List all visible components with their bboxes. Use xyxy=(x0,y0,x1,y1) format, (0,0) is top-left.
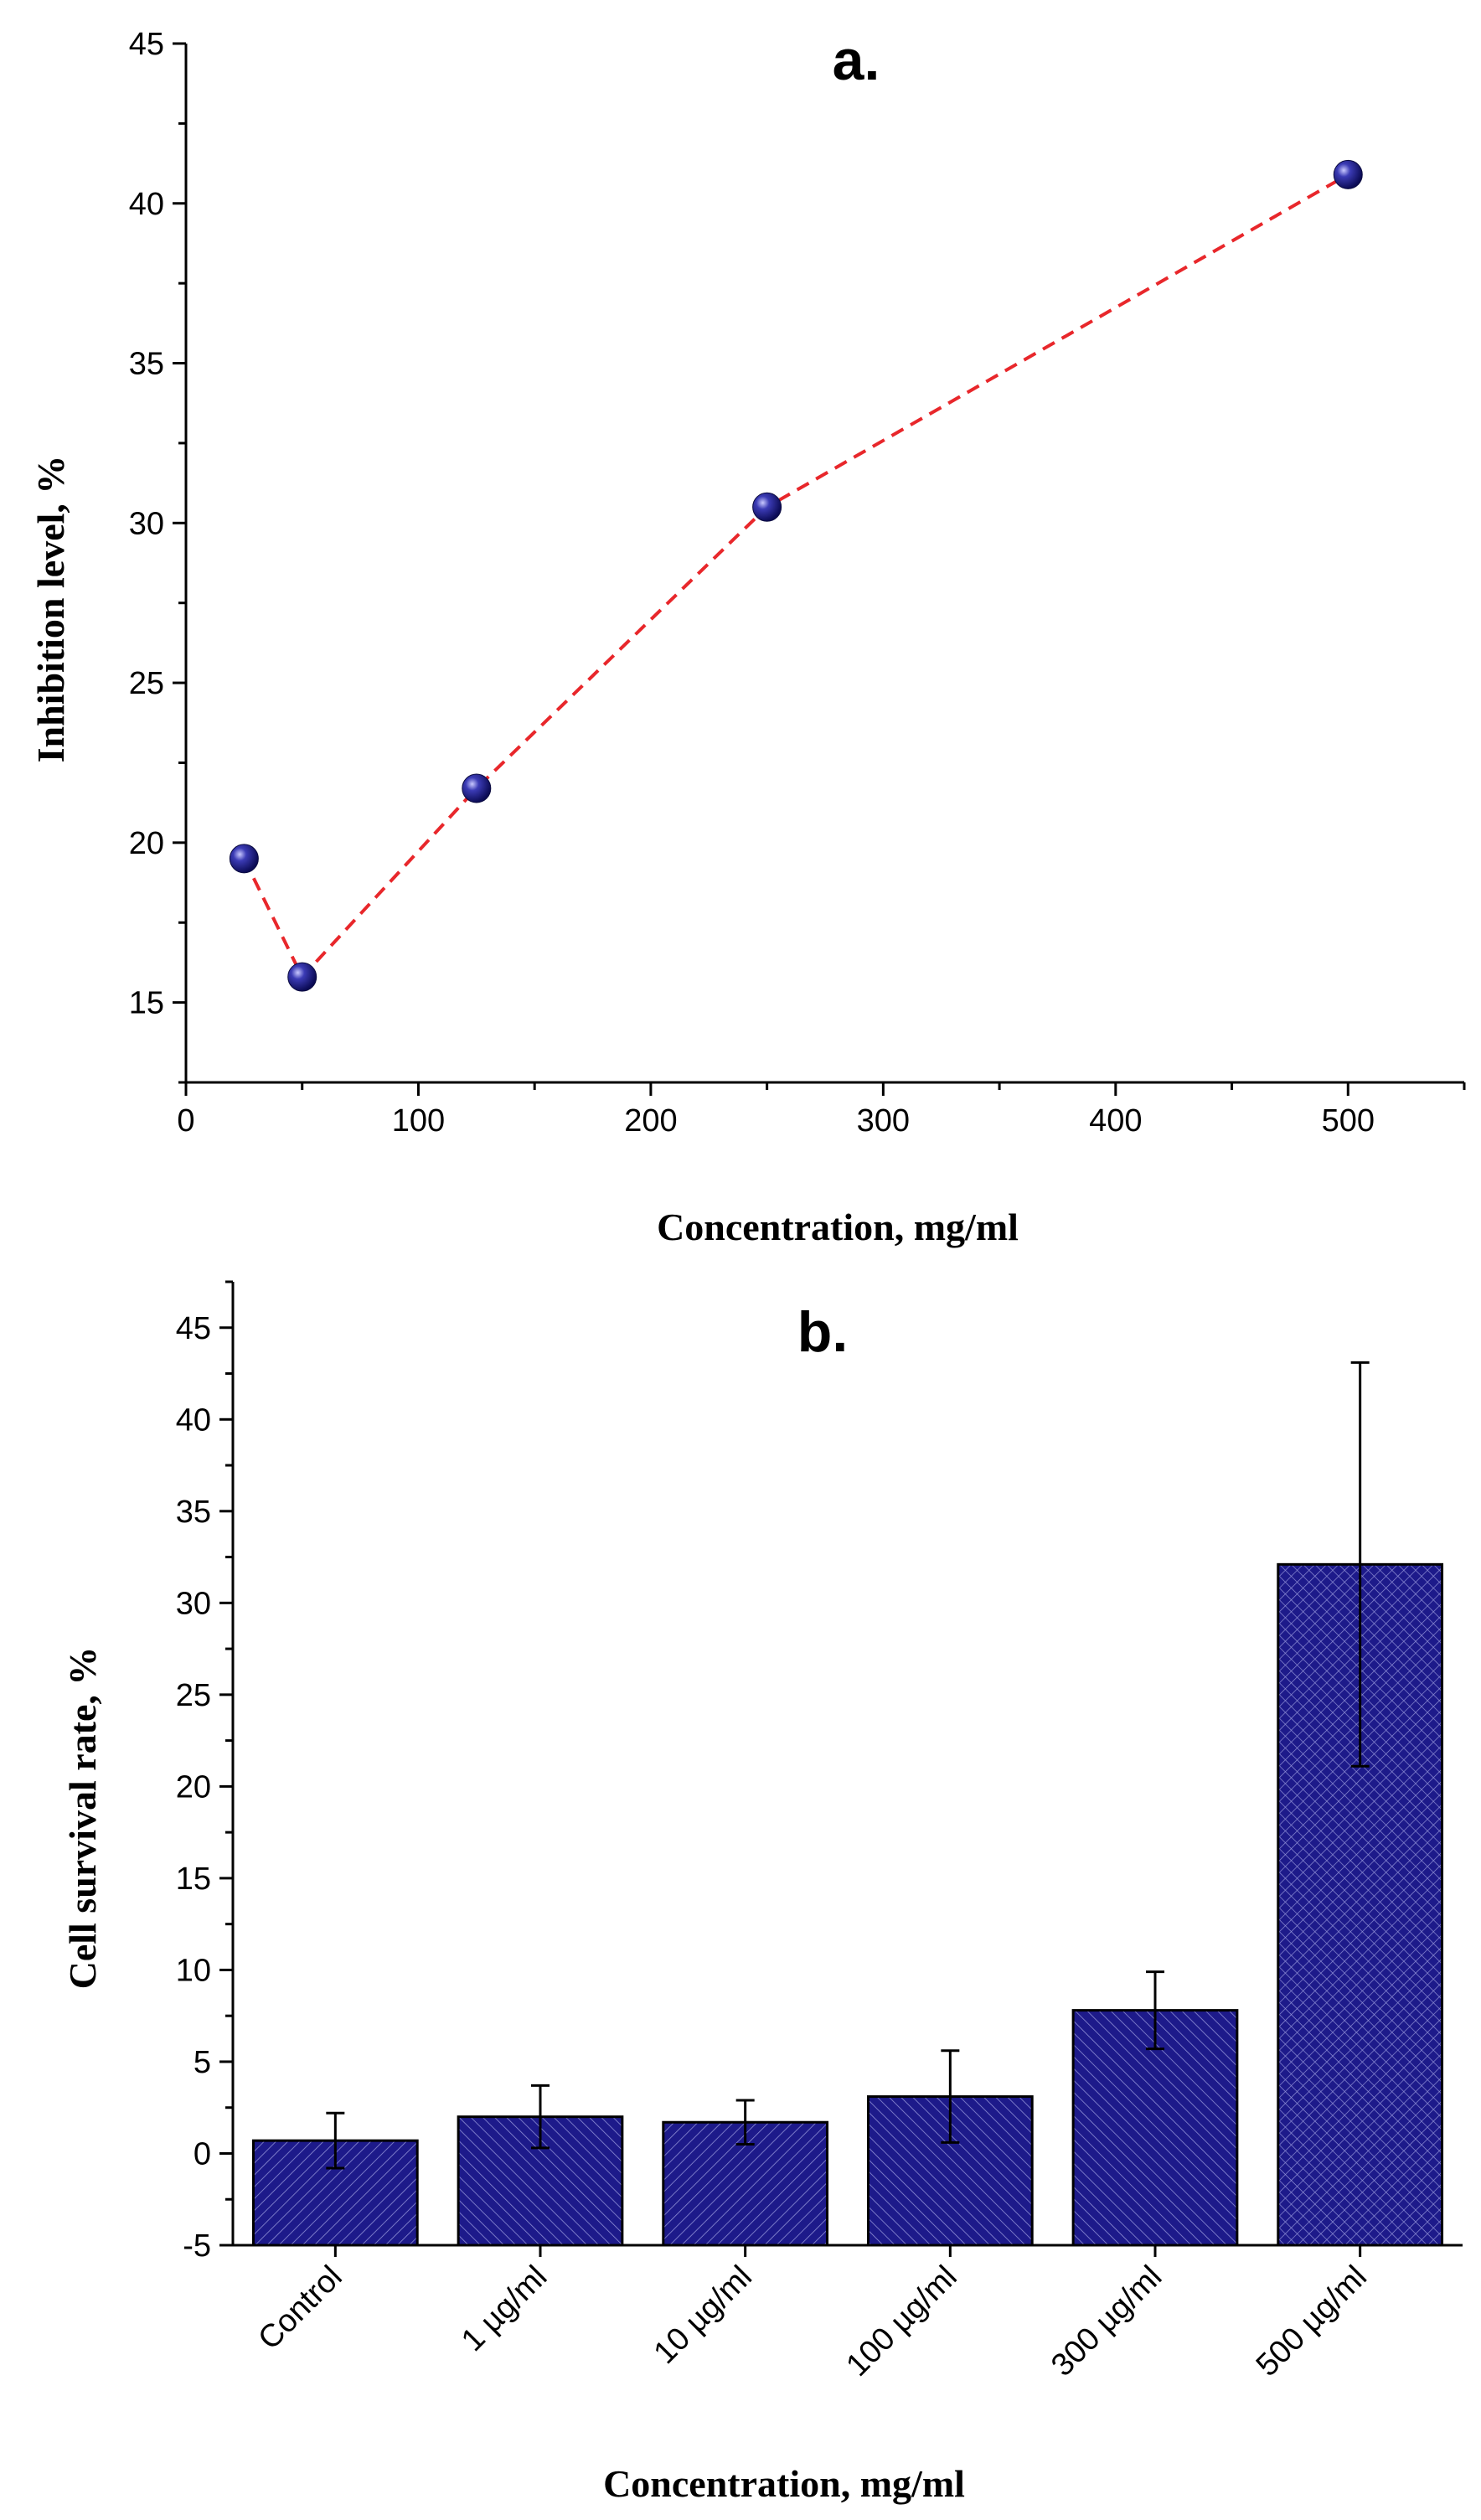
panel-b-axes xyxy=(231,1282,1463,2247)
panel-b-y-tick-label: 35 xyxy=(176,1495,211,1530)
panel-a-x-tick-label: 400 xyxy=(1089,1103,1142,1139)
panel-a-data-point xyxy=(229,844,259,874)
panel-a-data-point xyxy=(1333,159,1363,189)
panel-b-category-label: 100 µg/ml xyxy=(839,2259,963,2383)
panel-a-ticks: 15 20 25 30 35 40 45 0 100 200 300 400 500 xyxy=(129,27,1466,1139)
panel-b-bar-chart: b. -5 0 5 10 15 20 25 30 35 40 45 Control 1 µg/ml 10… xyxy=(61,1280,1463,2505)
panel-a-x-tick-label: 0 xyxy=(177,1103,194,1139)
panel-a-dashed-line xyxy=(242,173,1349,980)
panel-b-category-label: 500 µg/ml xyxy=(1250,2259,1374,2383)
panel-a-x-tick-label: 500 xyxy=(1322,1103,1375,1139)
panel-b-bars xyxy=(251,1562,1444,2247)
panel-b-y-tick-label: 25 xyxy=(176,1678,211,1713)
panel-b-y-tick-label: 0 xyxy=(194,2136,211,2171)
panel-b-label: b. xyxy=(797,1300,848,1364)
panel-a-data-point xyxy=(287,962,317,992)
panel-b-ticks: -5 0 5 10 15 20 25 30 35 40 45 xyxy=(176,1280,1362,2264)
panel-b-y-tick-label: 30 xyxy=(176,1586,211,1621)
panel-a-y-tick-label: 35 xyxy=(129,347,164,382)
panel-a-series-line xyxy=(242,173,1349,980)
panel-b-x-axis-title: Concentration, mg/ml xyxy=(603,2462,965,2505)
panel-a-data-point xyxy=(462,773,492,803)
panel-a-x-axis-title: Concentration, mg/ml xyxy=(657,1206,1019,1248)
panel-a-x-tick-label: 300 xyxy=(857,1103,910,1139)
panel-b-y-tick-label: 40 xyxy=(176,1402,211,1438)
panel-a-axes xyxy=(184,44,1464,1084)
panel-a-data-point xyxy=(752,492,782,522)
panel-a-x-tick-label: 200 xyxy=(624,1103,677,1139)
panel-b-error-bars xyxy=(326,1361,1370,2170)
panel-a-y-axis-title: Inhibition level, % xyxy=(29,456,72,763)
panel-b-y-tick-label: 10 xyxy=(176,1953,211,1988)
panel-a-y-tick-label: 15 xyxy=(129,986,164,1021)
panel-a-y-tick-label: 25 xyxy=(129,666,164,701)
panel-b-y-axis-title: Cell survival rate, % xyxy=(61,1647,104,1990)
panel-b-category-label: 1 µg/ml xyxy=(455,2259,554,2358)
panel-a-points xyxy=(229,159,1363,992)
panel-a-label: a. xyxy=(833,28,880,92)
panel-a-y-tick-label: 40 xyxy=(129,187,164,222)
panel-a-x-tick-label: 100 xyxy=(392,1103,445,1139)
panel-b-y-tick-label: 15 xyxy=(176,1862,211,1897)
panel-b-y-tick-label: 45 xyxy=(176,1311,211,1346)
panel-a-y-tick-label: 30 xyxy=(129,506,164,541)
panel-b-category-label: 300 µg/ml xyxy=(1045,2259,1169,2383)
panel-b-category-label: Control xyxy=(251,2259,348,2357)
panel-b-y-tick-label: 20 xyxy=(176,1769,211,1805)
panel-a-line-chart: a. 15 20 25 30 35 40 45 0 100 200 300 400 500 Concen… xyxy=(29,27,1466,1248)
panel-b-y-tick-label: 5 xyxy=(194,2045,211,2080)
panel-b-category-labels: Control 1 µg/ml 10 µg/ml 100 µg/ml 300 µg/ml… xyxy=(251,2259,1374,2383)
panel-a-y-tick-label: 45 xyxy=(129,27,164,62)
panel-b-y-tick-label: -5 xyxy=(183,2228,211,2264)
panel-a-y-tick-label: 20 xyxy=(129,826,164,861)
panel-b-category-label: 10 µg/ml xyxy=(648,2259,759,2371)
